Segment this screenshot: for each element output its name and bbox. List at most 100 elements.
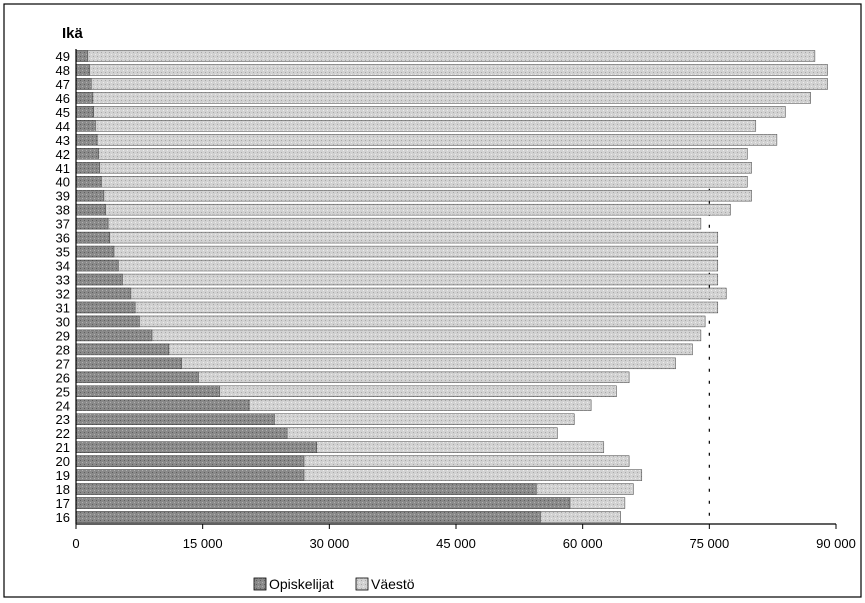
y-tick-label-35: 35 [56, 245, 70, 260]
y-tick-label-19: 19 [56, 468, 70, 483]
y-tick-label-48: 48 [56, 63, 70, 78]
bar-opiskelijat-27 [75, 357, 182, 370]
y-tick-label-49: 49 [56, 49, 70, 64]
y-tick-label-33: 33 [56, 273, 70, 288]
bar-v-est--31 [75, 301, 719, 314]
x-tick-label: 90 000 [816, 536, 856, 551]
y-tick-label-20: 20 [56, 454, 70, 469]
y-tick-label-45: 45 [56, 105, 70, 120]
y-tick-label-44: 44 [56, 119, 70, 134]
bars-layer [75, 50, 828, 523]
bar-opiskelijat-36 [75, 231, 111, 244]
y-tick-label-16: 16 [56, 510, 70, 525]
bar-opiskelijat-30 [75, 315, 140, 328]
bar-v-est--34 [75, 259, 719, 272]
bar-opiskelijat-47 [75, 78, 92, 90]
y-tick-label-41: 41 [56, 161, 70, 176]
y-tick-label-34: 34 [56, 259, 70, 274]
bar-opiskelijat-49 [75, 50, 89, 62]
bar-opiskelijat-35 [75, 245, 115, 258]
bar-opiskelijat-24 [75, 399, 250, 411]
bar-opiskelijat-26 [75, 371, 199, 384]
bar-opiskelijat-22 [75, 427, 288, 439]
y-tick-label-42: 42 [56, 147, 70, 162]
y-tick-label-29: 29 [56, 328, 70, 343]
y-tick-label-28: 28 [56, 342, 70, 357]
x-tick-label: 60 000 [563, 536, 603, 551]
y-tick-labels: 1617181920212223242526272829303132333435… [56, 49, 70, 525]
bar-v-est--45 [75, 106, 786, 118]
bar-v-est--35 [75, 245, 719, 258]
bar-v-est--46 [75, 92, 811, 104]
bar-v-est--38 [75, 203, 731, 216]
bar-v-est--43 [75, 134, 778, 146]
bar-opiskelijat-46 [75, 92, 94, 104]
bar-opiskelijat-33 [75, 273, 123, 286]
x-tick-label: 75 000 [689, 536, 729, 551]
bar-v-est--33 [75, 273, 719, 286]
y-tick-label-36: 36 [56, 231, 70, 246]
bar-opiskelijat-44 [75, 120, 96, 132]
bar-opiskelijat-38 [75, 203, 106, 216]
bar-v-est--40 [75, 176, 748, 188]
bar-v-est--49 [75, 50, 816, 62]
y-tick-label-22: 22 [56, 426, 70, 441]
bar-opiskelijat-20 [75, 455, 305, 467]
bar-opiskelijat-43 [75, 134, 98, 146]
y-tick-label-30: 30 [56, 314, 70, 329]
bar-v-est--42 [75, 148, 748, 160]
bar-opiskelijat-34 [75, 259, 119, 272]
y-tick-label-26: 26 [56, 370, 70, 385]
bar-v-est--47 [75, 78, 828, 90]
y-axis-title: Ikä [62, 25, 84, 42]
bar-opiskelijat-32 [75, 287, 132, 300]
x-axis: 0 15 000 30 000 45 000 60 000 75 000 90 000 [72, 49, 856, 551]
y-tick-label-31: 31 [56, 300, 70, 315]
y-tick-label-38: 38 [56, 203, 70, 218]
x-tick-label: 30 000 [309, 536, 349, 551]
bar-opiskelijat-25 [75, 385, 220, 397]
bar-opiskelijat-31 [75, 301, 136, 314]
x-tick-label: 15 000 [183, 536, 223, 551]
y-tick-label-47: 47 [56, 77, 70, 92]
y-tick-label-18: 18 [56, 482, 70, 497]
bar-opiskelijat-39 [75, 189, 105, 202]
y-tick-label-17: 17 [56, 496, 70, 511]
bar-opiskelijat-29 [75, 329, 153, 342]
bar-opiskelijat-28 [75, 343, 170, 356]
bar-v-est--36 [75, 231, 719, 244]
bar-opiskelijat-23 [75, 413, 275, 425]
bar-v-est--30 [75, 315, 706, 328]
bar-opiskelijat-37 [75, 217, 109, 230]
bar-v-est--32 [75, 287, 727, 300]
bar-v-est--37 [75, 217, 702, 230]
bar-opiskelijat-21 [75, 441, 317, 453]
bar-opiskelijat-18 [75, 483, 537, 495]
y-tick-label-39: 39 [56, 189, 70, 204]
legend-label-opiskelijat: Opiskelijat [269, 576, 334, 592]
chart-frame [3, 3, 862, 598]
legend-label-vaesto: Väestö [371, 576, 415, 592]
y-tick-label-32: 32 [56, 286, 70, 301]
y-tick-label-27: 27 [56, 356, 70, 371]
bar-opiskelijat-40 [75, 176, 102, 188]
bar-opiskelijat-16 [75, 511, 541, 523]
bar-v-est--44 [75, 120, 757, 132]
bar-opiskelijat-41 [75, 162, 100, 174]
y-tick-label-23: 23 [56, 412, 70, 427]
y-tick-label-43: 43 [56, 133, 70, 148]
y-tick-label-40: 40 [56, 175, 70, 190]
y-tick-label-24: 24 [56, 398, 70, 413]
bar-opiskelijat-19 [75, 469, 305, 481]
bar-v-est--48 [75, 64, 828, 76]
bar-v-est--39 [75, 189, 752, 202]
y-tick-label-37: 37 [56, 217, 70, 232]
legend-swatch-vaesto [355, 577, 369, 591]
x-tick-label: 45 000 [436, 536, 476, 551]
legend: Opiskelijat Väestö [253, 576, 415, 592]
x-tick-label: 0 [72, 536, 79, 551]
y-tick-label-46: 46 [56, 91, 70, 106]
bar-opiskelijat-17 [75, 497, 571, 509]
bar-v-est--29 [75, 329, 702, 342]
